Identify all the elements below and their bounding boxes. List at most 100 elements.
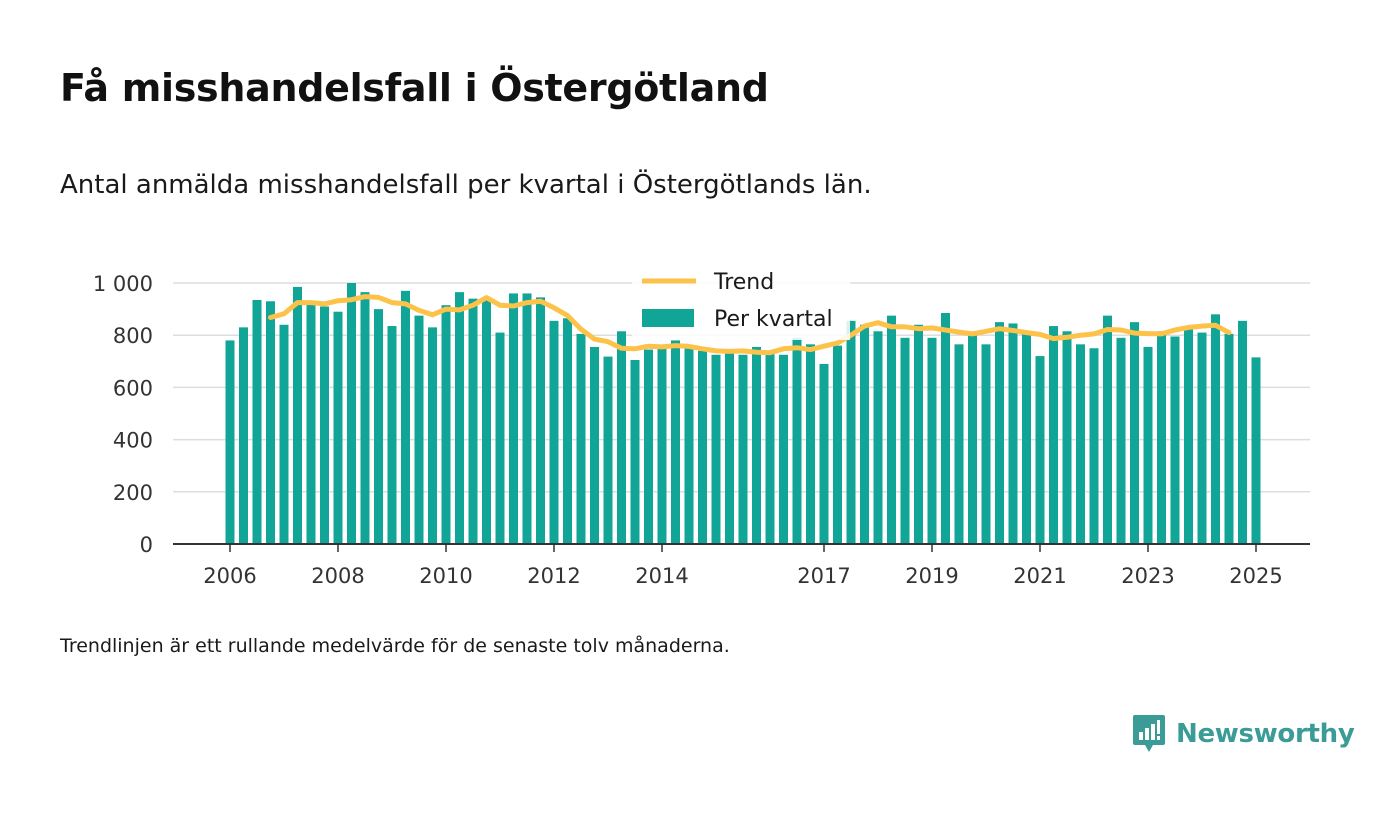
bar: [725, 352, 734, 544]
bar: [1076, 344, 1085, 544]
bar: [482, 299, 491, 544]
bar: [684, 346, 694, 544]
bar: [603, 356, 613, 544]
bar: [914, 324, 923, 544]
bar: [455, 292, 464, 544]
bar: [563, 318, 572, 544]
bar: [630, 359, 640, 544]
brand-name: Newsworthy: [1176, 719, 1355, 749]
bar: [468, 298, 478, 544]
bar-series: [225, 283, 1261, 544]
bar: [617, 331, 626, 544]
bar: [441, 305, 451, 544]
bar: [320, 306, 329, 544]
bar: [536, 297, 545, 544]
chart-subtitle: Antal anmälda misshandelsfall per kvarta…: [60, 170, 872, 200]
bar: [873, 331, 883, 544]
bar: [1022, 331, 1031, 544]
bar: [927, 337, 937, 544]
bar: [1170, 336, 1180, 544]
bar: [833, 345, 842, 544]
x-tick-label: 2008: [311, 564, 364, 588]
bar: [968, 332, 977, 544]
bar: [644, 349, 653, 544]
bar: [1049, 326, 1058, 544]
axes: 0 200 400 600 800 1 000 2006 2008 2010 2012 2014 20…: [93, 272, 1310, 588]
bar: [1062, 331, 1072, 544]
bar: [765, 353, 775, 544]
legend-background: [632, 264, 850, 340]
legend-label-per-kvartal: Per kvartal: [714, 307, 833, 332]
bar: [846, 320, 856, 544]
bar: [1089, 348, 1099, 544]
trend-line: [268, 294, 1232, 356]
bar: [1211, 314, 1220, 544]
footnote: Trendlinjen är ett rullande medelvärde f…: [60, 635, 730, 657]
bar: [1238, 320, 1247, 544]
newsworthy-logo-icon: [1133, 715, 1165, 752]
x-tick-label: 2012: [527, 564, 580, 588]
bar: [252, 299, 262, 544]
bar: [819, 363, 829, 544]
bar: [1143, 346, 1153, 544]
bar: [333, 311, 343, 544]
bar: [1116, 337, 1126, 544]
brand-logo: Newsworthy: [1132, 712, 1355, 756]
x-tick-label: 2019: [905, 564, 958, 588]
bar: [792, 337, 802, 544]
legend: Trend Per kvartal: [632, 264, 850, 340]
bar: [1184, 327, 1193, 544]
bar: [360, 292, 370, 544]
bar: [549, 320, 559, 544]
bar: [576, 333, 586, 544]
x-tick-label: 2010: [419, 564, 472, 588]
y-tick-label: 800: [113, 324, 153, 348]
chart-canvas: 0 200 400 600 800 1 000 2006 2008 2010 2012 2014 20…: [92, 264, 1310, 588]
bar: [981, 344, 991, 544]
x-tick-label: 2023: [1121, 564, 1174, 588]
bar: [1130, 322, 1139, 544]
bar: [995, 322, 1004, 544]
bar: [590, 346, 599, 544]
bar: [1103, 315, 1112, 544]
legend-label-trend: Trend: [713, 270, 774, 295]
bar: [239, 327, 248, 544]
bar: [711, 354, 721, 544]
bar: [428, 327, 437, 544]
y-tick-label: 200: [113, 481, 153, 505]
chart-title: Få misshandelsfall i Östergötland: [60, 66, 769, 110]
bar: [495, 332, 505, 544]
bar: [671, 340, 680, 544]
y-tick-label: 400: [113, 429, 153, 453]
bar: [1035, 356, 1045, 544]
x-tick-label: 2006: [203, 564, 256, 588]
bar: [860, 324, 869, 544]
legend-bar-swatch: [642, 309, 694, 327]
bar: [1251, 357, 1261, 544]
bar: [698, 350, 707, 544]
bar: [522, 293, 532, 544]
bar: [509, 293, 518, 544]
x-tick-label: 2025: [1229, 564, 1282, 588]
bar: [900, 337, 910, 544]
bar: [1224, 333, 1234, 544]
x-tick-label: 2021: [1013, 564, 1066, 588]
bar: [779, 354, 788, 544]
y-tick-label: 0: [140, 533, 153, 557]
bar: [414, 315, 424, 544]
bar: [401, 290, 410, 544]
bar: [387, 326, 397, 544]
bar: [306, 303, 316, 544]
bar: [887, 315, 896, 544]
bar: [1008, 323, 1018, 544]
bar: [279, 324, 289, 544]
x-tick-label: 2014: [635, 564, 688, 588]
bar: [752, 346, 761, 544]
bar: [657, 348, 667, 544]
bar: [738, 354, 748, 544]
x-tick-label: 2017: [797, 564, 850, 588]
y-tick-label: 1 000: [93, 272, 153, 296]
bar: [293, 286, 302, 544]
bar: [347, 283, 356, 544]
bar: [1197, 332, 1207, 544]
